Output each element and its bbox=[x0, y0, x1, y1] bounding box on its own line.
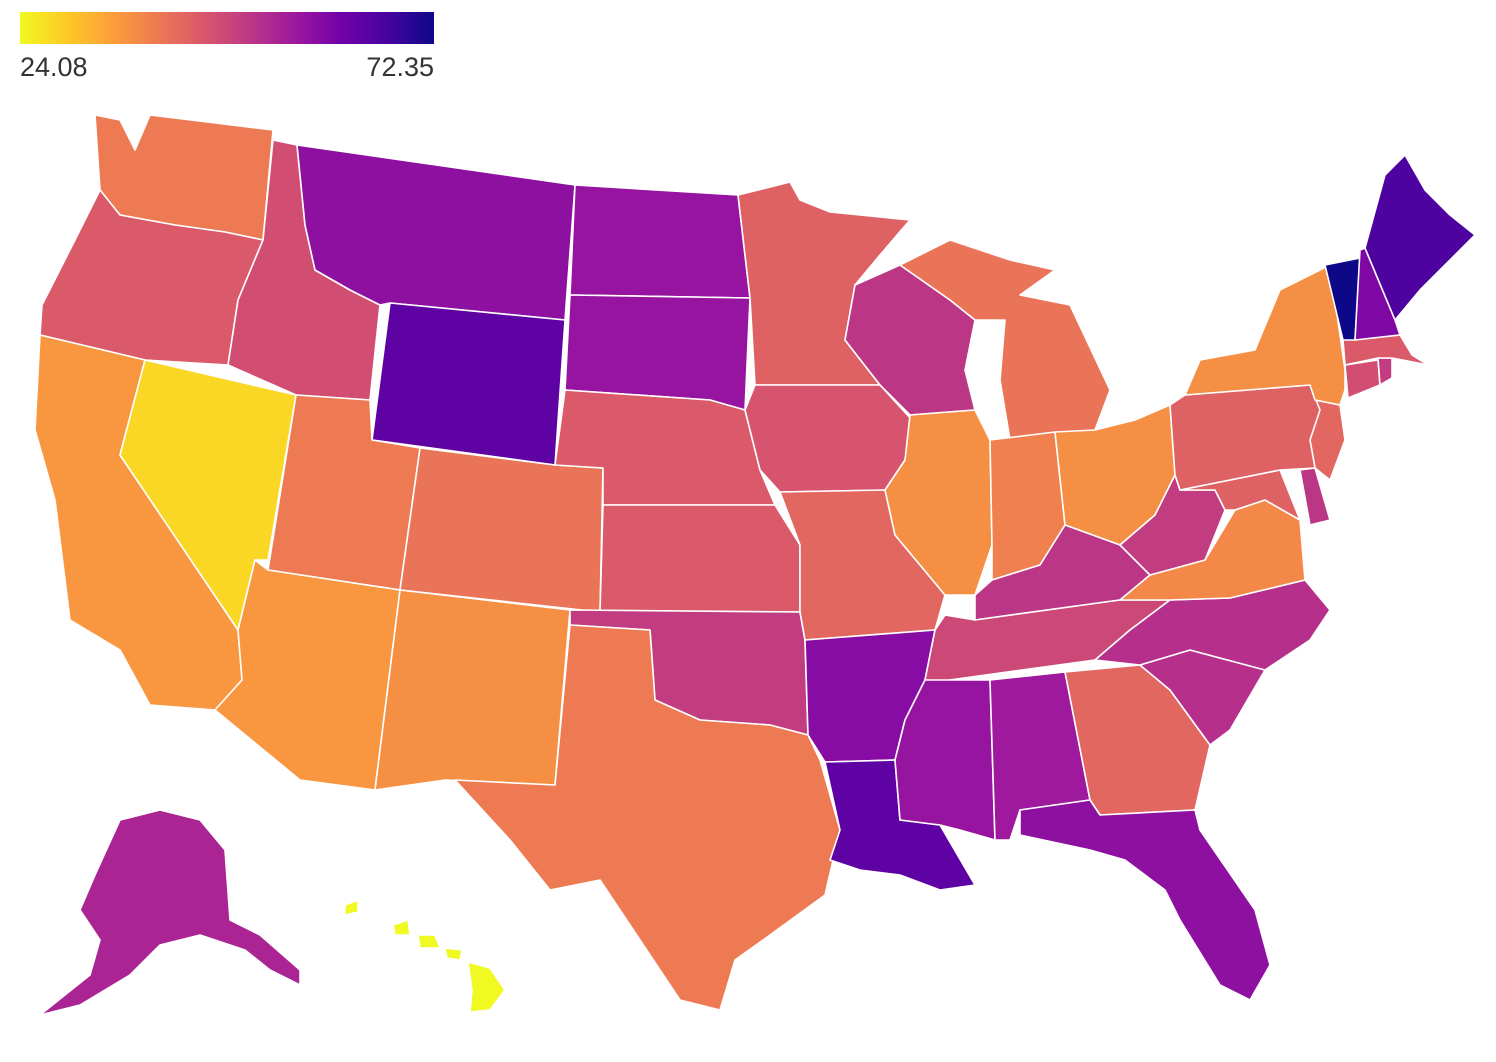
legend-min-label: 24.08 bbox=[20, 52, 88, 82]
legend-max-label: 72.35 bbox=[366, 52, 434, 82]
state-ma[interactable] bbox=[1342, 334, 1429, 366]
state-me[interactable] bbox=[1364, 154, 1476, 321]
state-fl[interactable] bbox=[1019, 799, 1271, 1001]
state-ri[interactable] bbox=[1377, 357, 1393, 386]
state-ia[interactable] bbox=[744, 384, 913, 493]
state-il[interactable] bbox=[884, 409, 993, 596]
state-ak[interactable] bbox=[39, 809, 301, 1016]
state-nc[interactable] bbox=[1094, 579, 1331, 671]
state-wy[interactable] bbox=[371, 302, 566, 466]
state-pa[interactable] bbox=[1169, 384, 1321, 491]
state-nm[interactable] bbox=[374, 589, 571, 791]
state-mt[interactable] bbox=[296, 144, 576, 321]
state-hi[interactable] bbox=[344, 899, 506, 1013]
color-scale-legend: 24.08 72.35 bbox=[20, 12, 434, 82]
state-tx[interactable] bbox=[454, 624, 841, 1011]
state-ny[interactable] bbox=[1184, 264, 1346, 406]
state-ks[interactable] bbox=[599, 504, 801, 613]
color-scale-bar bbox=[20, 12, 434, 44]
state-md[interactable] bbox=[1179, 469, 1301, 521]
state-nd[interactable] bbox=[569, 184, 751, 299]
state-co[interactable] bbox=[399, 447, 604, 613]
state-mn[interactable] bbox=[737, 181, 911, 386]
state-nh[interactable] bbox=[1354, 247, 1401, 341]
state-mi[interactable] bbox=[899, 239, 1111, 441]
state-ct[interactable] bbox=[1344, 359, 1381, 399]
